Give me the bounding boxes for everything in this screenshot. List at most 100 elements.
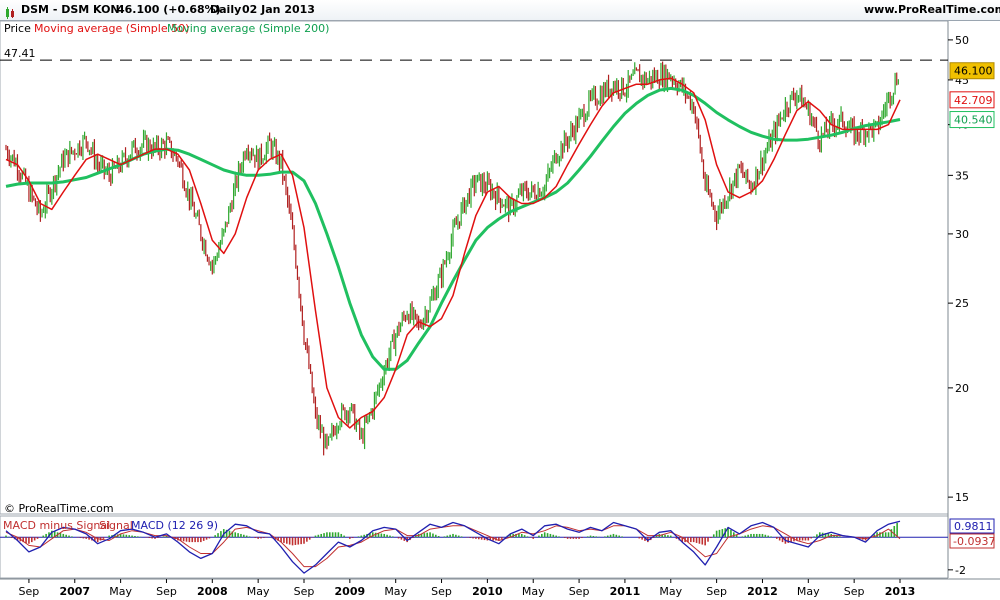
macd-hist-bar (733, 532, 735, 538)
macd-hist-bar (664, 534, 666, 538)
macd-hist-bar (245, 535, 248, 538)
macd-hist-bar (727, 527, 729, 538)
macd-hist-bar (389, 535, 391, 538)
macd-hist-bar (374, 532, 377, 538)
macd-hist-bar (306, 537, 308, 542)
macd-hist-bar (747, 534, 749, 538)
macd-hist-bar (586, 536, 589, 538)
macd-hist-bar (767, 535, 769, 538)
price-tick-label: 50 (955, 34, 969, 47)
macd-hist-bar (137, 536, 139, 538)
legend-price: Price (4, 22, 31, 35)
chart-header: DSM - DSM KON 46.100 (+0.68%) Daily 02 J… (0, 0, 1000, 21)
macd-hist-bar (543, 532, 546, 538)
macd-hist-bar (343, 535, 345, 538)
macd-hist-bar (426, 532, 429, 538)
macd-hist-bar (435, 534, 437, 538)
legend-ma200: Moving average (Simple 200) (167, 22, 329, 35)
macd-hist-bar (162, 536, 165, 538)
last-price-label: 46.100 (954, 65, 993, 78)
macd-hist-bar (42, 535, 45, 538)
macd-hist-bar (606, 535, 609, 538)
macd-hist-bar (16, 537, 19, 541)
macd-hist-bar (592, 535, 595, 538)
signal-line (5, 525, 901, 568)
macd-hist-bar (675, 537, 678, 539)
macd-hist-bar (320, 533, 322, 538)
macd-hist-bar (423, 533, 426, 538)
macd-hist-bar (452, 533, 454, 538)
time-tick-label: May (384, 585, 407, 598)
macd-hist-bar (687, 537, 689, 543)
macd-hist-bar (518, 533, 520, 538)
time-tick-label: Sep (294, 585, 315, 598)
macd-hist-bar (308, 537, 311, 540)
macd-hist-bar (254, 537, 257, 539)
macd-hist-bar (71, 536, 73, 538)
macd-hist-bar (94, 537, 96, 542)
macd-hist-bar (879, 532, 881, 538)
macd-hist-bar (796, 537, 798, 541)
macd-hist-bar (549, 533, 552, 538)
macd-hist-bar (787, 537, 790, 543)
price-tick-label: 15 (955, 491, 969, 504)
watermark: © ProRealTime.com (4, 502, 114, 515)
macd-hist-bar (257, 537, 259, 539)
time-tick-label: Sep (569, 585, 590, 598)
macd-hist-bar (712, 534, 715, 538)
macd-hist-bar (810, 537, 812, 539)
macd-hist-bar (638, 537, 641, 539)
macd-hist-bar (36, 537, 39, 539)
macd-hist-bar (498, 537, 500, 541)
ma50-value-label: 42.709 (954, 94, 993, 107)
macd-hist-bar (420, 533, 423, 538)
macd-line (5, 520, 901, 574)
macd-hist-bar (432, 533, 434, 538)
macd-hist-bar (22, 537, 24, 543)
macd-hist-bar (884, 532, 887, 538)
macd-hist-bar (618, 535, 620, 538)
macd-hist-bar (538, 535, 540, 538)
macd-hist-bar (79, 537, 82, 539)
macd-hist-bar (179, 537, 182, 541)
macd-hist-bar (128, 535, 131, 538)
candle-icon (4, 4, 16, 19)
macd-hist-bar (30, 537, 33, 543)
macd-hist-bar (480, 537, 483, 540)
macd-hist-bar (351, 537, 354, 539)
last-quote: 46.100 (+0.68%) (117, 3, 221, 16)
macd-hist-bar (449, 534, 451, 538)
macd-hist-bar (297, 537, 300, 545)
macd-hist-bar (681, 537, 684, 543)
macd-hist-bar (185, 537, 188, 542)
macd-hist-bar (887, 532, 890, 538)
macd-hist-bar (191, 537, 194, 543)
macd-hist-bar (698, 537, 701, 544)
macd-hist-bar (520, 533, 523, 538)
macd-hist-bar (715, 530, 718, 538)
macd-hist-bar (718, 529, 721, 538)
price-tick-label: 20 (955, 382, 969, 395)
site-link[interactable]: www.ProRealTime.com (864, 3, 1000, 16)
macd-hist-bar (578, 537, 580, 539)
macd-value-label: 0.9811 (954, 520, 993, 533)
macd-hist-bar (483, 537, 486, 541)
macd-hist-bar (28, 537, 30, 544)
time-tick-label: 2013 (885, 585, 916, 598)
macd-hist-bar (523, 535, 526, 538)
last-price-label-box (949, 62, 995, 80)
macd-hist-bar (214, 535, 216, 538)
macd-hist-bar (818, 532, 821, 538)
macd-hist-bar (334, 532, 337, 538)
macd-value-box (949, 518, 995, 534)
macd-hist-bar (589, 535, 592, 538)
time-tick-label: Sep (431, 585, 452, 598)
time-tick-label: May (109, 585, 132, 598)
macd-hist-bar (896, 522, 898, 538)
macd-hist-bar (228, 530, 231, 538)
macd-hist-bar (53, 531, 56, 538)
macd-hist-bar (280, 537, 282, 543)
macd-hist-bar (194, 537, 196, 543)
time-tick-label: 2011 (610, 585, 641, 598)
